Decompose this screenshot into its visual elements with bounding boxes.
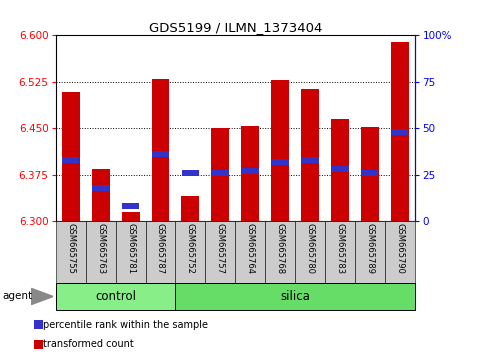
Text: GSM665789: GSM665789: [366, 223, 375, 274]
Bar: [56, 283, 175, 310]
Bar: [302, 157, 318, 163]
Bar: [205, 221, 236, 283]
Bar: [115, 221, 145, 283]
Bar: [301, 89, 319, 221]
Text: GSM665755: GSM665755: [66, 223, 75, 274]
Text: GSM665790: GSM665790: [396, 223, 405, 274]
Bar: [152, 79, 170, 221]
Bar: [213, 170, 228, 176]
Text: GSM665752: GSM665752: [186, 223, 195, 274]
Bar: [326, 221, 355, 283]
Text: GSM665783: GSM665783: [336, 223, 345, 274]
Bar: [271, 80, 289, 221]
Bar: [392, 129, 409, 135]
Bar: [62, 157, 79, 163]
Bar: [212, 128, 229, 221]
Polygon shape: [31, 289, 53, 304]
Bar: [362, 170, 379, 176]
Bar: [122, 212, 140, 221]
Text: silica: silica: [281, 290, 311, 303]
Title: GDS5199 / ILMN_1373404: GDS5199 / ILMN_1373404: [149, 21, 322, 34]
Bar: [242, 126, 259, 221]
Bar: [355, 221, 385, 283]
Text: transformed count: transformed count: [43, 339, 134, 349]
Bar: [296, 221, 326, 283]
Bar: [361, 127, 379, 221]
Bar: [331, 119, 349, 221]
Bar: [391, 41, 410, 221]
Text: GSM665757: GSM665757: [216, 223, 225, 274]
Bar: [266, 221, 296, 283]
Text: percentile rank within the sample: percentile rank within the sample: [43, 320, 209, 330]
Bar: [175, 283, 415, 310]
Bar: [182, 196, 199, 221]
Bar: [385, 221, 415, 283]
Text: agent: agent: [2, 291, 32, 302]
Text: GSM665781: GSM665781: [126, 223, 135, 274]
Bar: [122, 203, 139, 210]
Bar: [56, 221, 85, 283]
Text: GSM665763: GSM665763: [96, 223, 105, 274]
Text: GSM665768: GSM665768: [276, 223, 285, 274]
Bar: [332, 166, 349, 172]
Bar: [236, 221, 266, 283]
Bar: [145, 221, 175, 283]
Text: GSM665780: GSM665780: [306, 223, 315, 274]
Bar: [92, 169, 110, 221]
Text: GSM665787: GSM665787: [156, 223, 165, 274]
Bar: [242, 168, 258, 174]
Bar: [175, 221, 205, 283]
Bar: [183, 170, 199, 176]
Bar: [272, 159, 288, 165]
Text: GSM665764: GSM665764: [246, 223, 255, 274]
Text: control: control: [95, 290, 136, 303]
Bar: [85, 221, 115, 283]
Bar: [92, 185, 109, 191]
Bar: [61, 92, 80, 221]
Bar: [153, 151, 169, 158]
